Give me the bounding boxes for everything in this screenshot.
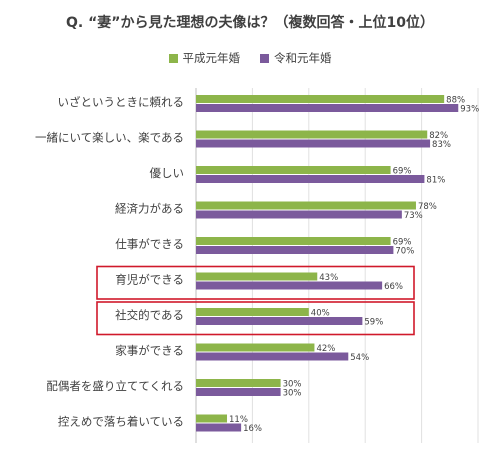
bar-heisei — [196, 201, 416, 210]
data-label: 43% — [319, 273, 338, 283]
bar-heisei — [196, 308, 309, 316]
bar-heisei — [196, 166, 391, 174]
data-label: 11% — [229, 415, 248, 425]
legend-item-heisei: 平成元年婚 — [168, 50, 241, 66]
legend-item-reiwa: 令和元年婚 — [260, 50, 332, 66]
data-label: 70% — [395, 247, 414, 257]
legend-label-reiwa: 令和元年婚 — [274, 51, 332, 65]
data-label: 54% — [350, 353, 369, 363]
category-label: 優しい — [150, 166, 185, 180]
data-label: 88% — [446, 96, 465, 106]
legend-swatch-reiwa — [260, 53, 269, 63]
category-label: 控えめで落ち着いている — [58, 415, 184, 429]
bar-reiwa — [196, 352, 349, 361]
bar-reiwa — [196, 210, 402, 219]
category-label: 配偶者を盛り立ててくれる — [46, 379, 184, 393]
category-label: 一緒にいて楽しい、楽である — [35, 131, 184, 145]
bar-heisei — [196, 272, 318, 281]
bar-reiwa — [196, 139, 431, 148]
data-label: 81% — [426, 176, 445, 186]
bar-reiwa — [196, 423, 242, 432]
legend-swatch-heisei — [168, 53, 178, 63]
data-label: 42% — [316, 344, 335, 354]
bar-heisei — [196, 414, 228, 423]
data-label: 16% — [243, 424, 262, 434]
bar-reiwa — [196, 281, 383, 290]
bar-heisei — [196, 379, 281, 387]
bar-heisei — [196, 130, 428, 139]
bar-reiwa — [196, 388, 281, 396]
category-label: いざというときに頼れる — [58, 95, 185, 109]
bar-reiwa — [196, 317, 363, 325]
data-label: 40% — [311, 309, 330, 319]
data-label: 30% — [283, 389, 302, 399]
data-label: 82% — [429, 131, 448, 141]
bar-heisei — [196, 95, 445, 103]
category-label: 社交的である — [115, 308, 184, 322]
chart-legend: 平成元年婚 令和元年婚 — [0, 50, 500, 66]
data-label: 66% — [384, 282, 403, 292]
chart-title: Q. “妻”から見た理想の夫像は？（複数回答・上位10位） — [66, 15, 434, 31]
highlight-box — [96, 301, 415, 336]
bar-heisei — [196, 343, 315, 352]
legend-label-heisei: 平成元年婚 — [182, 51, 241, 65]
bar-reiwa — [196, 246, 394, 254]
category-label: 家事ができる — [115, 344, 184, 358]
data-label: 73% — [404, 211, 423, 221]
data-label: 93% — [460, 105, 479, 115]
bar-heisei — [196, 237, 391, 245]
bar-reiwa — [196, 104, 459, 112]
data-label: 83% — [432, 140, 451, 150]
data-label: 69% — [393, 167, 412, 177]
data-label: 78% — [418, 202, 437, 212]
category-label: 経済力がある — [115, 202, 184, 216]
bar-reiwa — [196, 175, 425, 183]
category-label: 育児ができる — [115, 273, 184, 287]
category-label: 仕事ができる — [115, 237, 184, 251]
data-label: 59% — [364, 318, 383, 328]
highlight-box — [96, 265, 415, 300]
data-label: 30% — [283, 380, 302, 390]
data-label: 69% — [393, 238, 412, 248]
